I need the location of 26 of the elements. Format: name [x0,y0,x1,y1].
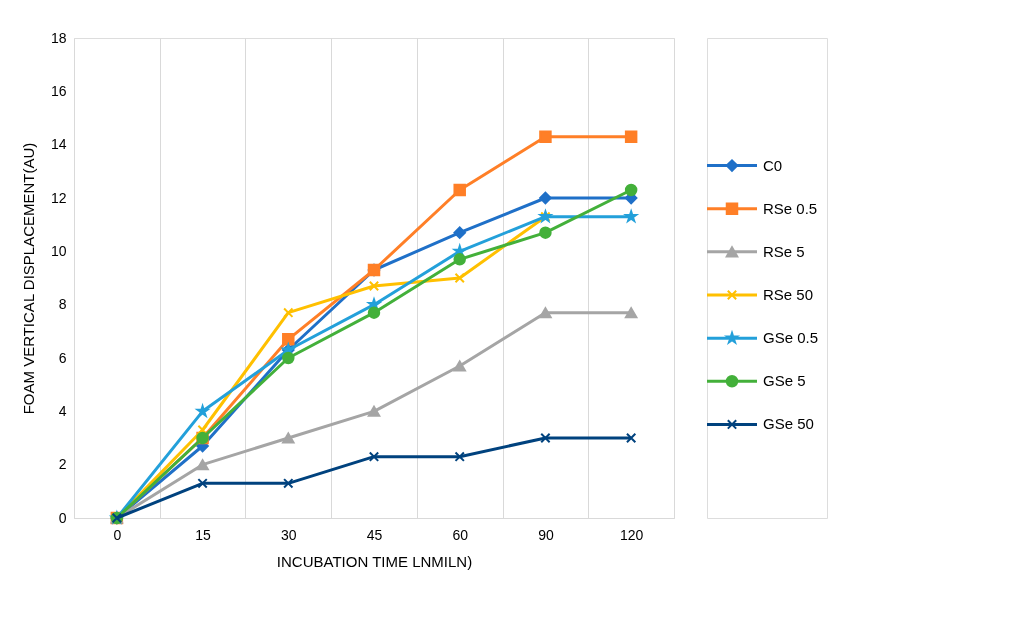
y-tick-label: 12 [50,189,67,206]
legend-label: C0 [763,156,783,174]
y-tick-label: 10 [50,242,67,259]
x-tick-label: 30 [281,526,297,543]
x-tick-label: 0 [113,526,122,543]
legend-label: GSe 50 [763,415,814,433]
x-tick-label: 45 [366,526,383,543]
legend-label: GSe 5 [763,372,806,390]
y-axis-title: FOAM VERTICAL DISPLACEMENT(AU) [19,142,37,415]
legend-label: RSe 50 [763,286,814,303]
x-tick-label: 120 [619,526,644,543]
y-tick-label: 8 [58,296,67,313]
x-tick-label: 60 [452,526,469,543]
x-axis-title: INCUBATION TIME LNMILN) [276,552,473,570]
y-tick-label: 4 [58,402,67,419]
legend-label: GSe 0.5 [763,329,819,347]
y-tick-label: 2 [58,456,67,473]
x-tick-label: 15 [195,526,212,543]
y-tick-label: 14 [50,136,67,153]
x-tick-label: 90 [538,526,554,543]
legend-label: RSe 5 [763,242,805,260]
y-tick-label: 6 [58,349,67,366]
y-tick-label: 18 [50,29,67,46]
legend-label: RSe 0.5 [763,199,818,217]
y-tick-label: 0 [58,509,67,526]
y-tick-label: 16 [50,82,67,99]
